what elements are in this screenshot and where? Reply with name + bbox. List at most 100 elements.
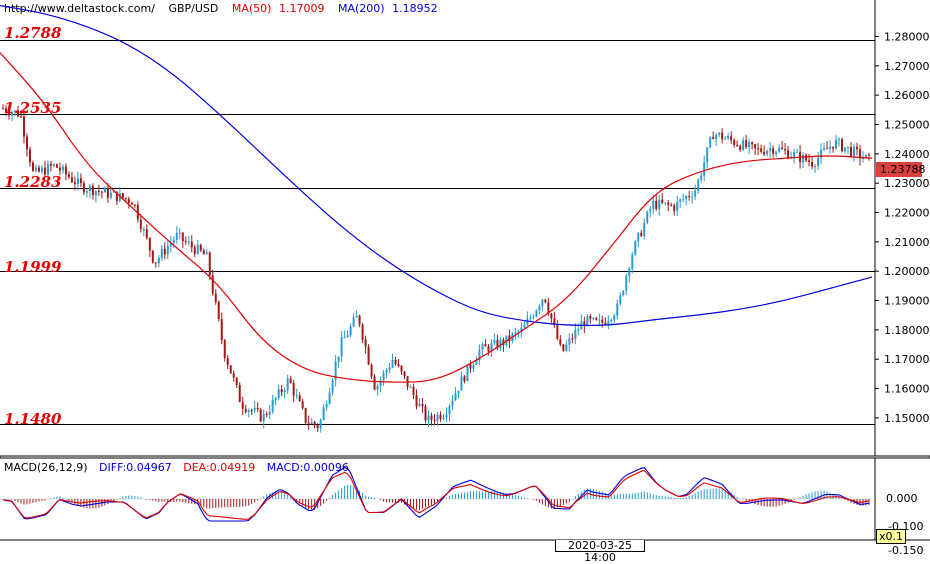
candle-body xyxy=(34,167,37,171)
candle-body xyxy=(547,302,550,314)
candle-body xyxy=(745,140,748,147)
candle-body xyxy=(823,148,826,150)
candle-body xyxy=(469,364,472,369)
candle-body xyxy=(190,241,193,248)
candle-body xyxy=(55,164,58,168)
candle-body xyxy=(121,193,124,198)
candle-body xyxy=(289,378,292,383)
candle-body xyxy=(442,417,445,419)
candle-body xyxy=(37,167,40,172)
candle-body xyxy=(649,209,652,212)
candle-body xyxy=(109,192,112,198)
candle-body xyxy=(562,344,565,351)
candle-body xyxy=(505,335,508,346)
candle-body xyxy=(28,149,31,163)
candle-body xyxy=(862,157,865,159)
candle-body xyxy=(346,335,349,338)
candle-body xyxy=(208,252,211,276)
candle-body xyxy=(70,177,73,183)
source-url[interactable]: http://www.deltastock.com/ xyxy=(4,2,155,15)
price-tick-label: 1.16000 xyxy=(884,383,930,396)
candle-body xyxy=(205,252,208,255)
candle-body xyxy=(679,199,682,202)
candle-body xyxy=(565,344,568,351)
candle-body xyxy=(319,420,322,429)
symbol-label: GBP/USD xyxy=(168,2,219,15)
candle-body xyxy=(235,377,238,386)
candle-body xyxy=(700,175,703,180)
candle-body xyxy=(682,199,685,201)
candle-body xyxy=(766,150,769,155)
candle-body xyxy=(13,110,16,113)
candle-body xyxy=(655,200,658,209)
candle-body xyxy=(337,356,340,362)
candle-body xyxy=(16,110,19,117)
candle-body xyxy=(310,421,313,424)
candle-body xyxy=(634,241,637,255)
candle-body xyxy=(214,293,217,302)
candle-body xyxy=(775,151,778,154)
price-tick-label: 1.19000 xyxy=(884,295,930,308)
candle-body xyxy=(643,222,646,237)
candle-body xyxy=(541,299,544,307)
level-label-3: 1.2283 xyxy=(4,173,62,191)
price-chart[interactable]: 1.28000 1.27000 1.26000 1.25000 1.24000 1.230… xyxy=(0,0,930,552)
candle-body xyxy=(694,190,697,197)
candle-body xyxy=(256,407,259,410)
candle-body xyxy=(67,174,70,178)
level-label-4: 1.1999 xyxy=(4,258,62,276)
candle-body xyxy=(100,191,103,193)
candle-body xyxy=(856,146,859,150)
candle-body xyxy=(610,319,613,322)
candle-body xyxy=(253,407,256,411)
candle-body xyxy=(808,160,811,163)
candle-body xyxy=(64,166,67,175)
candle-body xyxy=(769,148,772,151)
candle-body xyxy=(487,346,490,352)
candle-body xyxy=(112,191,115,193)
price-tick-label: 1.25000 xyxy=(884,118,930,131)
candle-body xyxy=(574,329,577,339)
candle-body xyxy=(322,407,325,421)
candle-body xyxy=(154,262,157,264)
candle-body xyxy=(673,205,676,211)
candle-body xyxy=(556,324,559,340)
candle-body xyxy=(430,415,433,420)
level-label-5: 1.1480 xyxy=(4,410,62,428)
candle-body xyxy=(814,166,817,168)
candle-body xyxy=(751,142,754,145)
ma200-value: 1.18952 xyxy=(392,2,438,15)
candle-body xyxy=(415,395,418,407)
candle-body xyxy=(58,167,61,171)
ma50-line xyxy=(0,52,873,383)
candle-body xyxy=(349,326,352,336)
candle-body xyxy=(73,182,76,185)
candle-body xyxy=(130,202,133,205)
candle-body xyxy=(340,337,343,357)
price-tick-label: 1.20000 xyxy=(884,265,930,278)
candle-body xyxy=(466,364,469,382)
candle-body xyxy=(607,321,610,325)
candle-body xyxy=(601,319,604,323)
candle-body xyxy=(778,147,781,152)
candle-body xyxy=(721,132,724,140)
candle-body xyxy=(433,419,436,422)
candle-body xyxy=(706,147,709,163)
candle-body xyxy=(103,188,106,193)
candle-body xyxy=(616,303,619,316)
candle-body xyxy=(592,317,595,319)
macd-tick-zero: 0.000 xyxy=(886,492,918,505)
candle-body xyxy=(61,166,64,171)
candle-body xyxy=(532,316,535,318)
candle-body xyxy=(544,299,547,303)
price-tick-label: 1.24000 xyxy=(884,148,930,161)
macd-tick-bottom: -0.150 xyxy=(888,544,924,557)
candle-body xyxy=(283,390,286,393)
macd-diff-line xyxy=(2,466,870,522)
candle-body xyxy=(352,317,355,327)
candle-body xyxy=(196,244,199,254)
candle-body xyxy=(229,365,232,374)
candle-body xyxy=(550,313,553,319)
candle-body xyxy=(784,149,787,151)
candle-body xyxy=(742,140,745,150)
